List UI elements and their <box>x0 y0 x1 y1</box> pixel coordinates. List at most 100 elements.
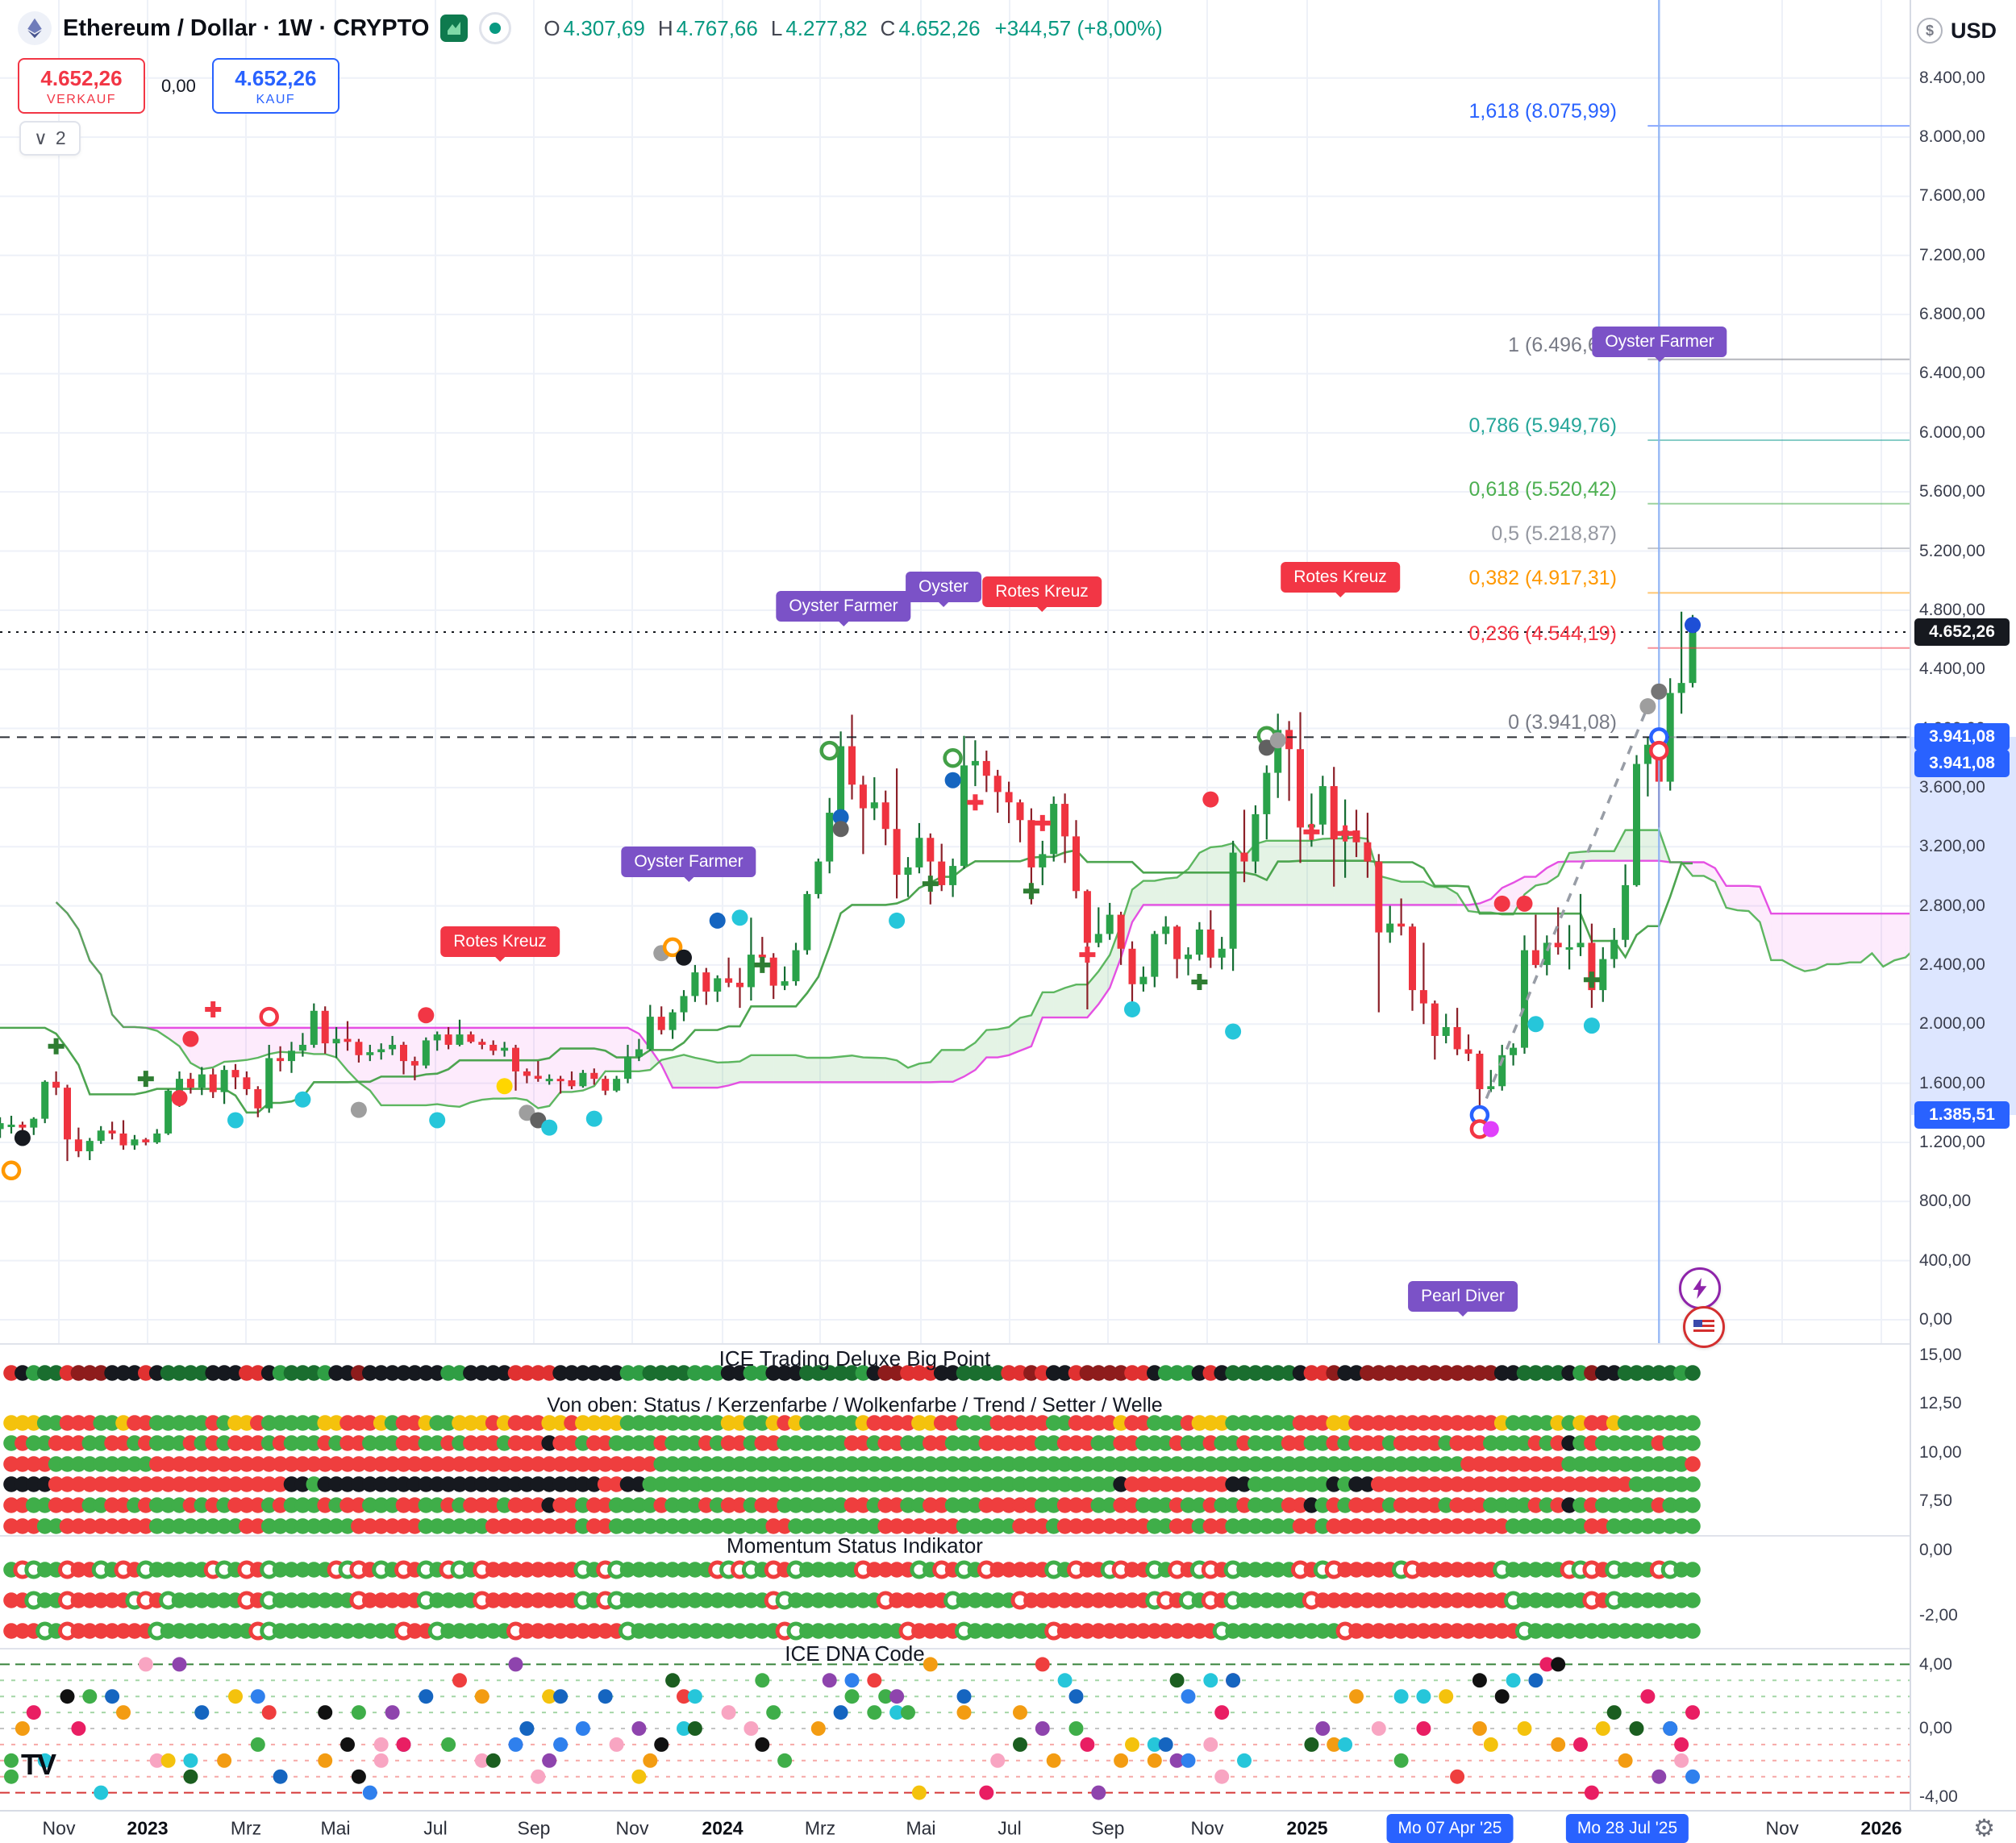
ichimoku-cloud <box>1289 840 1301 905</box>
chart-label-chip[interactable]: Rotes Kreuz <box>1281 562 1400 597</box>
pane-title-dna: ICE DNA Code <box>785 1641 925 1666</box>
ichimoku-cloud <box>605 1027 617 1071</box>
status-dot <box>1393 1415 1410 1431</box>
currency-usd-button[interactable]: $ USD <box>1911 16 2001 45</box>
momentum-dot <box>1225 1623 1241 1639</box>
wolkenfarbe-dot <box>250 1456 266 1472</box>
trend-dot <box>944 1476 961 1492</box>
chart-label-chip[interactable]: Oyster Farmer <box>1592 327 1727 362</box>
chart-label-chip[interactable]: Oyster <box>906 572 981 607</box>
ichimoku-cloud <box>1714 867 1727 908</box>
lightning-button[interactable] <box>1679 1267 1721 1309</box>
dna-dot <box>1013 1705 1027 1720</box>
kerzenfarbe-dot <box>698 1435 714 1451</box>
candle-body <box>1083 891 1091 943</box>
trend-dot <box>1550 1476 1566 1492</box>
trend-dot <box>1045 1476 1062 1492</box>
setter-dot <box>1035 1497 1051 1513</box>
chart-label-chip[interactable]: Rotes Kreuz <box>982 576 1102 612</box>
ichimoku-cloud <box>1020 1015 1031 1051</box>
trend-dot <box>1584 1476 1600 1492</box>
welle-dot <box>474 1518 490 1534</box>
big-point-dot <box>597 1365 614 1381</box>
welle-dot <box>171 1518 188 1534</box>
market-status-icon[interactable] <box>479 12 512 44</box>
time-axis[interactable]: ⚙ Nov 2023 Mrz Mai Jul Sep Nov 2024 Mrz Mai Jul Sep… <box>0 1810 2016 1843</box>
chart-label-chip[interactable]: Pearl Diver <box>1408 1281 1518 1317</box>
indicators-collapse-button[interactable]: ∨ 2 <box>19 121 81 156</box>
time-tick-label: Sep <box>517 1817 551 1838</box>
status-dot <box>1449 1415 1465 1431</box>
welle-dot <box>1191 1518 1208 1534</box>
kerzenfarbe-dot <box>541 1435 557 1451</box>
price-tick-label: 6.400,00 <box>1919 364 1985 383</box>
big-point-dot <box>709 1365 726 1381</box>
setter-dot <box>148 1497 165 1513</box>
ichimoku-cloud <box>998 1026 1010 1058</box>
momentum-dot <box>1056 1623 1073 1639</box>
wolkenfarbe-dot <box>138 1456 154 1472</box>
pane-title-ice-big-point: ICE Trading Deluxe Big Point <box>719 1346 991 1371</box>
status-dot <box>989 1415 1006 1431</box>
symbol-title[interactable]: Ethereum / Dollar · 1W · CRYPTO <box>63 15 430 41</box>
setter-dot <box>832 1497 849 1513</box>
dna-dot <box>822 1673 837 1688</box>
status-dot <box>832 1415 849 1431</box>
buy-button[interactable]: 4.652,26 KAUF <box>211 58 339 114</box>
gear-icon[interactable]: ⚙ <box>1973 1815 1995 1841</box>
kerzenfarbe-dot <box>1685 1435 1701 1451</box>
wolkenfarbe-dot <box>171 1456 188 1472</box>
tradingview-logo[interactable]: TV <box>21 1748 56 1781</box>
chart-label-chip[interactable]: Oyster Farmer <box>776 591 911 626</box>
dna-dot <box>956 1705 972 1720</box>
flag-button[interactable] <box>1683 1306 1725 1348</box>
ichimoku-cloud <box>1042 992 1054 1018</box>
wolkenfarbe-dot <box>328 1456 344 1472</box>
momentum-dot <box>1393 1623 1410 1639</box>
setter-dot <box>911 1497 927 1513</box>
setter-dot <box>1404 1497 1421 1513</box>
welle-dot <box>1303 1518 1320 1534</box>
kerzenfarbe-dot <box>93 1435 109 1451</box>
kerzenfarbe-dot <box>216 1435 232 1451</box>
big-point-dot <box>552 1365 569 1381</box>
dna-dot <box>37 1753 52 1768</box>
wolkenfarbe-dot <box>474 1456 490 1472</box>
price-axis[interactable]: 8.400,00 8.000,00 7.600,00 7.200,00 6.800,00… <box>1910 0 2016 1810</box>
dna-dot <box>318 1705 333 1720</box>
status-dot <box>3 1415 19 1431</box>
trend-dot <box>160 1476 177 1492</box>
status-dot <box>260 1415 277 1431</box>
welle-dot <box>1404 1518 1421 1534</box>
candle-body <box>1464 1049 1472 1054</box>
chart-label-chip[interactable]: Oyster Farmer <box>621 847 756 882</box>
status-dot <box>911 1415 927 1431</box>
big-point-dot <box>1045 1365 1062 1381</box>
sell-button[interactable]: 4.652,26 VERKAUF <box>18 58 145 114</box>
status-dot <box>1493 1415 1510 1431</box>
candle-body <box>198 1074 206 1088</box>
setter-dot <box>664 1497 681 1513</box>
momentum-dot <box>866 1623 883 1639</box>
momentum-dot <box>452 1623 468 1639</box>
kerzenfarbe-dot <box>1449 1435 1465 1451</box>
wolkenfarbe-dot <box>26 1456 42 1472</box>
kerzenfarbe-dot <box>81 1435 98 1451</box>
ichimoku-cloud <box>1849 913 1861 963</box>
setter-dot <box>1539 1497 1556 1513</box>
indicator-tick-label: 10,00 <box>1919 1443 1962 1462</box>
kerzenfarbe-dot <box>889 1435 905 1451</box>
momentum-dot <box>1628 1562 1645 1578</box>
kerzenfarbe-dot <box>843 1435 860 1451</box>
momentum-dot <box>182 1623 199 1639</box>
chart-label-chip[interactable]: Rotes Kreuz <box>440 926 560 962</box>
welle-dot <box>1662 1518 1678 1534</box>
momentum-dot <box>698 1592 714 1608</box>
momentum-dot <box>1584 1623 1600 1639</box>
status-dot <box>1259 1415 1275 1431</box>
candle-body <box>277 1058 285 1062</box>
momentum-dot <box>1381 1623 1398 1639</box>
wolkenfarbe-dot <box>810 1456 827 1472</box>
kerzenfarbe-dot <box>418 1435 435 1451</box>
